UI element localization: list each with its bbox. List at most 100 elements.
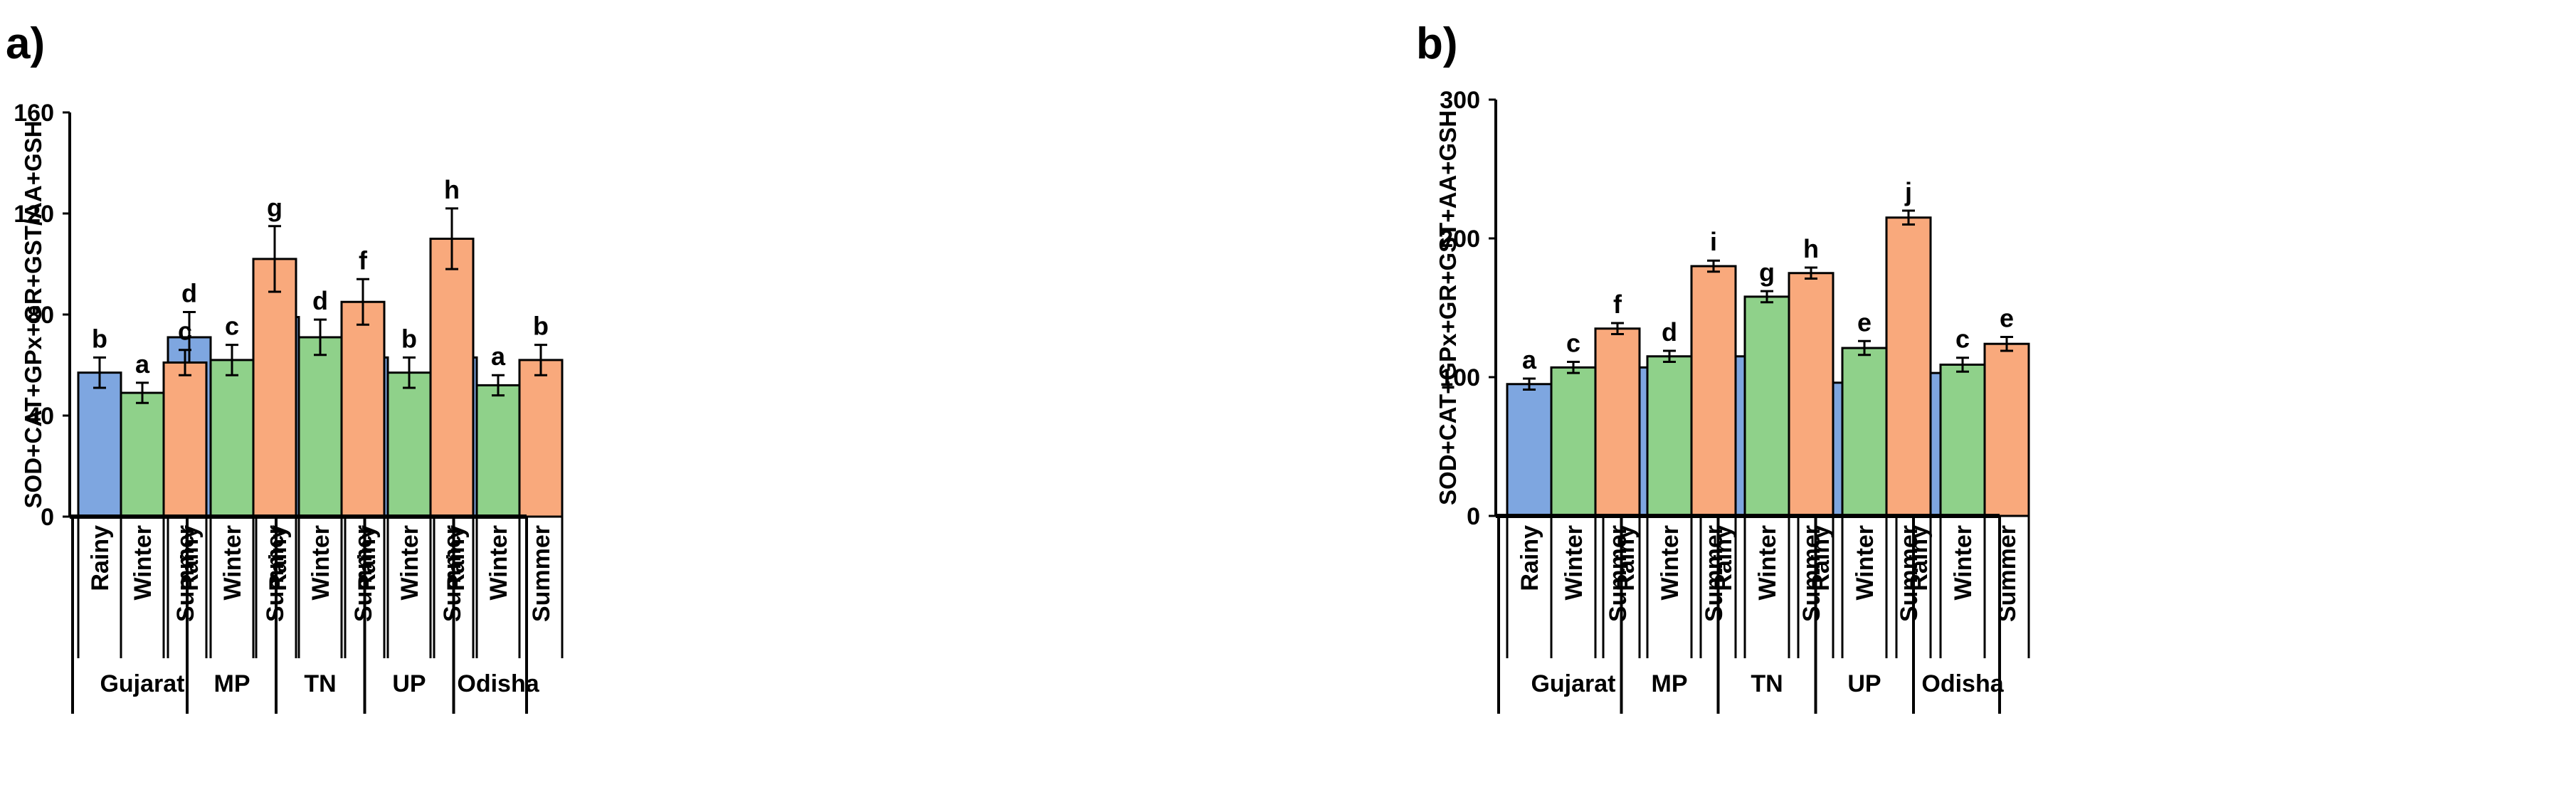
group-label-gujarat: Gujarat xyxy=(100,670,184,697)
season-label-rainy: Rainy xyxy=(176,525,204,591)
bar-winter-tn xyxy=(297,336,343,518)
significance-letter: b xyxy=(533,312,549,341)
significance-letter: e xyxy=(1857,307,1872,337)
season-label-winter: Winter xyxy=(1852,525,1879,600)
significance-letter: h xyxy=(444,175,460,204)
season-label-summer: Summer xyxy=(1701,525,1728,622)
significance-letter: c xyxy=(225,312,239,341)
season-label-summer: Summer xyxy=(1994,525,2021,622)
significance-letter: a xyxy=(1522,345,1537,374)
y-tick-label: 120 xyxy=(14,201,54,228)
bar-summer-gujarat xyxy=(1594,327,1641,517)
group-label-odisha: Odisha xyxy=(1921,670,2004,697)
y-tick-label: 0 xyxy=(1467,503,1480,530)
y-tick-label: 200 xyxy=(1440,226,1480,253)
season-label-rainy: Rainy xyxy=(1906,525,1933,591)
significance-letter: h xyxy=(1803,234,1819,263)
significance-letter: c xyxy=(1955,324,1970,354)
y-tick-label: 300 xyxy=(1440,87,1480,114)
significance-letter: b xyxy=(92,324,107,353)
season-label-winter: Winter xyxy=(130,525,157,600)
season-label-summer: Summer xyxy=(528,525,555,622)
group-label-up: UP xyxy=(1847,670,1881,697)
bar-winter-mp xyxy=(1646,355,1693,517)
panel-label: b) xyxy=(1416,19,1458,68)
bar-summer-up xyxy=(429,238,475,518)
y-tick-label: 160 xyxy=(14,100,54,127)
season-label-rainy: Rainy xyxy=(1710,525,1737,591)
group-label-gujarat: Gujarat xyxy=(1531,670,1615,697)
season-label-rainy: Rainy xyxy=(87,525,114,591)
season-label-winter: Winter xyxy=(1950,525,1977,600)
season-label-winter: Winter xyxy=(307,525,334,600)
bar-summer-gujarat xyxy=(162,361,208,518)
bar-winter-up xyxy=(386,371,432,518)
season-label-winter: Winter xyxy=(396,525,423,600)
group-label-odisha: Odisha xyxy=(457,670,539,697)
bar-summer-tn xyxy=(340,300,386,518)
bar-winter-tn xyxy=(1743,295,1790,517)
significance-letter: d xyxy=(181,278,197,307)
significance-letter: d xyxy=(312,286,328,315)
bar-winter-up xyxy=(1841,347,1888,517)
significance-letter: g xyxy=(1759,258,1775,287)
season-label-rainy: Rainy xyxy=(354,525,381,591)
season-label-rainy: Rainy xyxy=(1516,525,1543,591)
bar-summer-odisha xyxy=(518,359,564,518)
y-axis-title: SOD+CAT+GPx+GR+GST/AA+GSH xyxy=(20,121,46,509)
y-tick-label: 0 xyxy=(41,504,54,531)
season-label-rainy: Rainy xyxy=(1612,525,1640,591)
season-label-summer: Summer xyxy=(439,525,466,622)
group-label-mp: MP xyxy=(214,670,250,697)
y-tick-label: 100 xyxy=(1440,364,1480,391)
y-axis-title: SOD+CAT+GPx+GR+GST+AA+GSH xyxy=(1435,110,1461,505)
season-label-winter: Winter xyxy=(1754,525,1781,600)
season-label-rainy: Rainy xyxy=(265,525,292,591)
significance-letter: c xyxy=(178,317,192,346)
bar-rainy-gujarat xyxy=(77,371,122,518)
season-label-winter: Winter xyxy=(485,525,512,600)
bar-summer-odisha xyxy=(1983,342,2030,517)
significance-letter: f xyxy=(1613,290,1622,319)
bar-summer-mp xyxy=(252,258,297,518)
season-label-summer: Summer xyxy=(1605,525,1632,622)
y-tick-label: 40 xyxy=(27,403,54,430)
group-label-tn: TN xyxy=(1751,670,1783,697)
season-label-rainy: Rainy xyxy=(443,525,470,591)
significance-letter: b xyxy=(401,324,417,353)
significance-letter: d xyxy=(1662,317,1677,347)
bar-summer-tn xyxy=(1788,272,1835,517)
season-label-rainy: Rainy xyxy=(1807,525,1835,591)
bar-winter-odisha xyxy=(1939,363,1986,517)
significance-letter: i xyxy=(1710,227,1717,256)
season-label-winter: Winter xyxy=(219,525,246,600)
group-label-up: UP xyxy=(392,670,426,697)
significance-letter: a xyxy=(491,342,506,371)
group-label-mp: MP xyxy=(1652,670,1688,697)
significance-letter: a xyxy=(135,349,150,379)
panel-label: a) xyxy=(6,19,45,68)
season-label-summer: Summer xyxy=(1798,525,1825,622)
significance-letter: e xyxy=(2000,303,2014,332)
bar-winter-odisha xyxy=(475,384,521,518)
group-label-tn: TN xyxy=(304,670,336,697)
season-label-summer: Summer xyxy=(172,525,199,622)
season-label-summer: Summer xyxy=(1896,525,1923,622)
significance-letter: f xyxy=(359,246,368,275)
significance-letter: j xyxy=(1904,177,1912,206)
significance-letter: g xyxy=(267,193,283,222)
bar-winter-gujarat xyxy=(1550,366,1597,517)
bar-winter-gujarat xyxy=(120,391,165,518)
season-label-winter: Winter xyxy=(1657,525,1684,600)
bar-summer-mp xyxy=(1690,265,1737,517)
significance-letter: c xyxy=(1566,329,1580,358)
season-label-summer: Summer xyxy=(262,525,289,622)
season-label-summer: Summer xyxy=(350,525,377,622)
season-label-winter: Winter xyxy=(1561,525,1588,600)
bar-summer-up xyxy=(1885,216,1932,517)
bar-winter-mp xyxy=(209,359,255,518)
y-tick-label: 80 xyxy=(27,302,54,329)
